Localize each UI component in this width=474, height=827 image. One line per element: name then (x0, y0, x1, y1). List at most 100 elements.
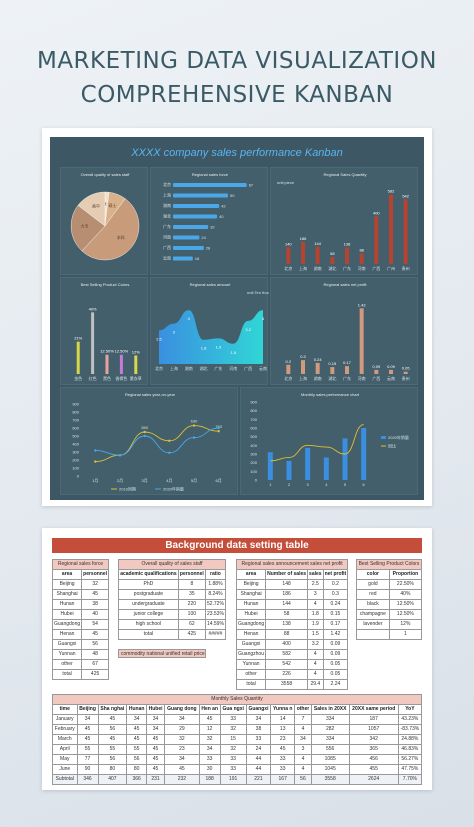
bar (345, 247, 349, 264)
point-value-label: 630 (191, 419, 198, 424)
table-cell: Guangxi (235, 639, 267, 650)
bar-value-label: 1.42 (358, 302, 367, 307)
table-cell: 0.17 (322, 619, 349, 630)
bar-value-label: 542 (402, 193, 409, 198)
bar-value-label: 144 (314, 241, 321, 246)
bar (173, 225, 209, 229)
series-point (217, 430, 220, 433)
table-cell: 148 (265, 579, 309, 590)
area-category-label: 广东 (214, 365, 222, 371)
y-tick-label: 100 (250, 469, 257, 474)
bar (359, 253, 364, 264)
table-cell: 455 (348, 764, 399, 775)
table-cell: 0.09 (322, 649, 349, 660)
chart-title: Regional sales amount (190, 282, 232, 287)
bar-category-label: 湖北 (163, 213, 171, 219)
table-cell: 15 (219, 734, 247, 745)
table-cell: 1.8 (307, 609, 324, 620)
bar-category-label: 广东 (343, 375, 351, 381)
table-caption: Regional sales announcement sales net pr… (235, 559, 349, 570)
table-cell: 40% (388, 589, 423, 600)
table-row: postgraduate 35 8.24% (118, 589, 227, 600)
pie-slice-label: 大专 (81, 223, 89, 229)
table-cell: 24 (245, 744, 272, 755)
table-cell: 56 (81, 639, 110, 650)
table-cell: Guangdong (235, 619, 267, 630)
tables-header: Background data setting table (52, 538, 422, 553)
column-header: color (356, 569, 390, 580)
column-header: Guang dong (164, 704, 200, 715)
table-cell: 22.50% (388, 579, 423, 590)
table-row: Subtotal 346 407 366 231 232 188 191 221 167 56 355… (52, 774, 423, 785)
table-row: total 425 (51, 669, 110, 680)
table-cell: 45 (126, 734, 148, 745)
table-row: black 12.50% (356, 599, 423, 610)
table-cell: 4 (307, 669, 324, 680)
column-header: ratio (204, 569, 227, 580)
table-cell: 34 (76, 714, 99, 725)
table-cell: 24.88% (397, 734, 423, 745)
y-tick-label: 700 (72, 418, 79, 423)
table-cell: 3558 (310, 774, 350, 785)
table-cell: 425 (177, 629, 206, 640)
bar (345, 366, 349, 374)
table-cell: 34 (198, 744, 221, 755)
pie-slice (70, 205, 106, 252)
area-value-label: 4 (262, 316, 265, 321)
bar (330, 257, 335, 264)
panel-net-profit: Regional sales net profit 0.2 北京 0.3 上海 0.24 湖… (270, 277, 418, 385)
table-cell: 29 (164, 724, 200, 735)
table-cell: Beijing (235, 579, 267, 590)
bar (91, 312, 95, 374)
table-cell: 56 (97, 754, 128, 765)
x-tick-label: 2月 (117, 478, 123, 483)
bar (286, 460, 292, 480)
column-header: net profit (322, 569, 349, 580)
y-tick-label: 700 (250, 417, 257, 422)
table-cell: 542 (265, 659, 309, 670)
y-tick-label: 200 (250, 460, 257, 465)
table-cell: 4 (294, 724, 312, 735)
table-cell: Shanghai (235, 589, 267, 600)
x-tick-label: 5 (344, 482, 347, 487)
bar-category-label: 湖南 (314, 265, 322, 271)
table-cell: 32 (219, 744, 247, 755)
table-cell: other (51, 659, 83, 670)
area-value-label: 3.2 (245, 327, 251, 332)
table-cell: Henan (235, 629, 267, 640)
column-header: academic qualifications (118, 569, 179, 580)
table-cell: 187 (348, 714, 399, 725)
table-cell: 1045 (310, 764, 350, 775)
page-title-line1: MARKETING DATA VISUALIZATION (36, 48, 438, 74)
table-cell: 45 (270, 744, 296, 755)
table-cell: total (118, 629, 179, 640)
legend-label: 2020年销量 (388, 434, 409, 440)
table-cell: 30 (198, 764, 221, 775)
table-cell: May (52, 754, 78, 765)
table-cell: 0.24 (322, 599, 349, 610)
column-header: Beijing (76, 704, 99, 715)
table-cell: 346 (76, 774, 99, 785)
table-cell: 33 (270, 764, 296, 775)
table-cell: 32 (219, 724, 247, 735)
x-tick-label: 4月 (166, 478, 172, 483)
chart-title: Regional sales net profit (324, 282, 368, 287)
table-cell: 220 (177, 599, 206, 610)
table-cell: 34 (164, 754, 200, 765)
y-tick-label: 100 (72, 466, 79, 471)
table-row: lavender 12% (356, 619, 423, 630)
bar (173, 235, 200, 240)
table-cell: 2.24 (322, 679, 349, 690)
table-cell: 33 (219, 714, 247, 725)
table-cell: undergraduate (118, 599, 179, 610)
table-row: June 90 80 80 45 45 30 33 44 33 4 1045 455 47.75% (52, 764, 423, 775)
table-cell: 88 (265, 629, 309, 640)
table-cell: Yunnan (51, 649, 83, 660)
table-cell: 188 (198, 774, 221, 785)
page-title: MARKETING DATA VISUALIZATION COMPREHENSI… (0, 44, 474, 112)
bar-value-label: 582 (388, 189, 395, 194)
table-cell: 400 (265, 639, 309, 650)
table-caption: Monthly Sales Quantity (52, 694, 422, 705)
x-tick-label: 1 (269, 482, 272, 487)
column-header: sales (307, 569, 324, 580)
